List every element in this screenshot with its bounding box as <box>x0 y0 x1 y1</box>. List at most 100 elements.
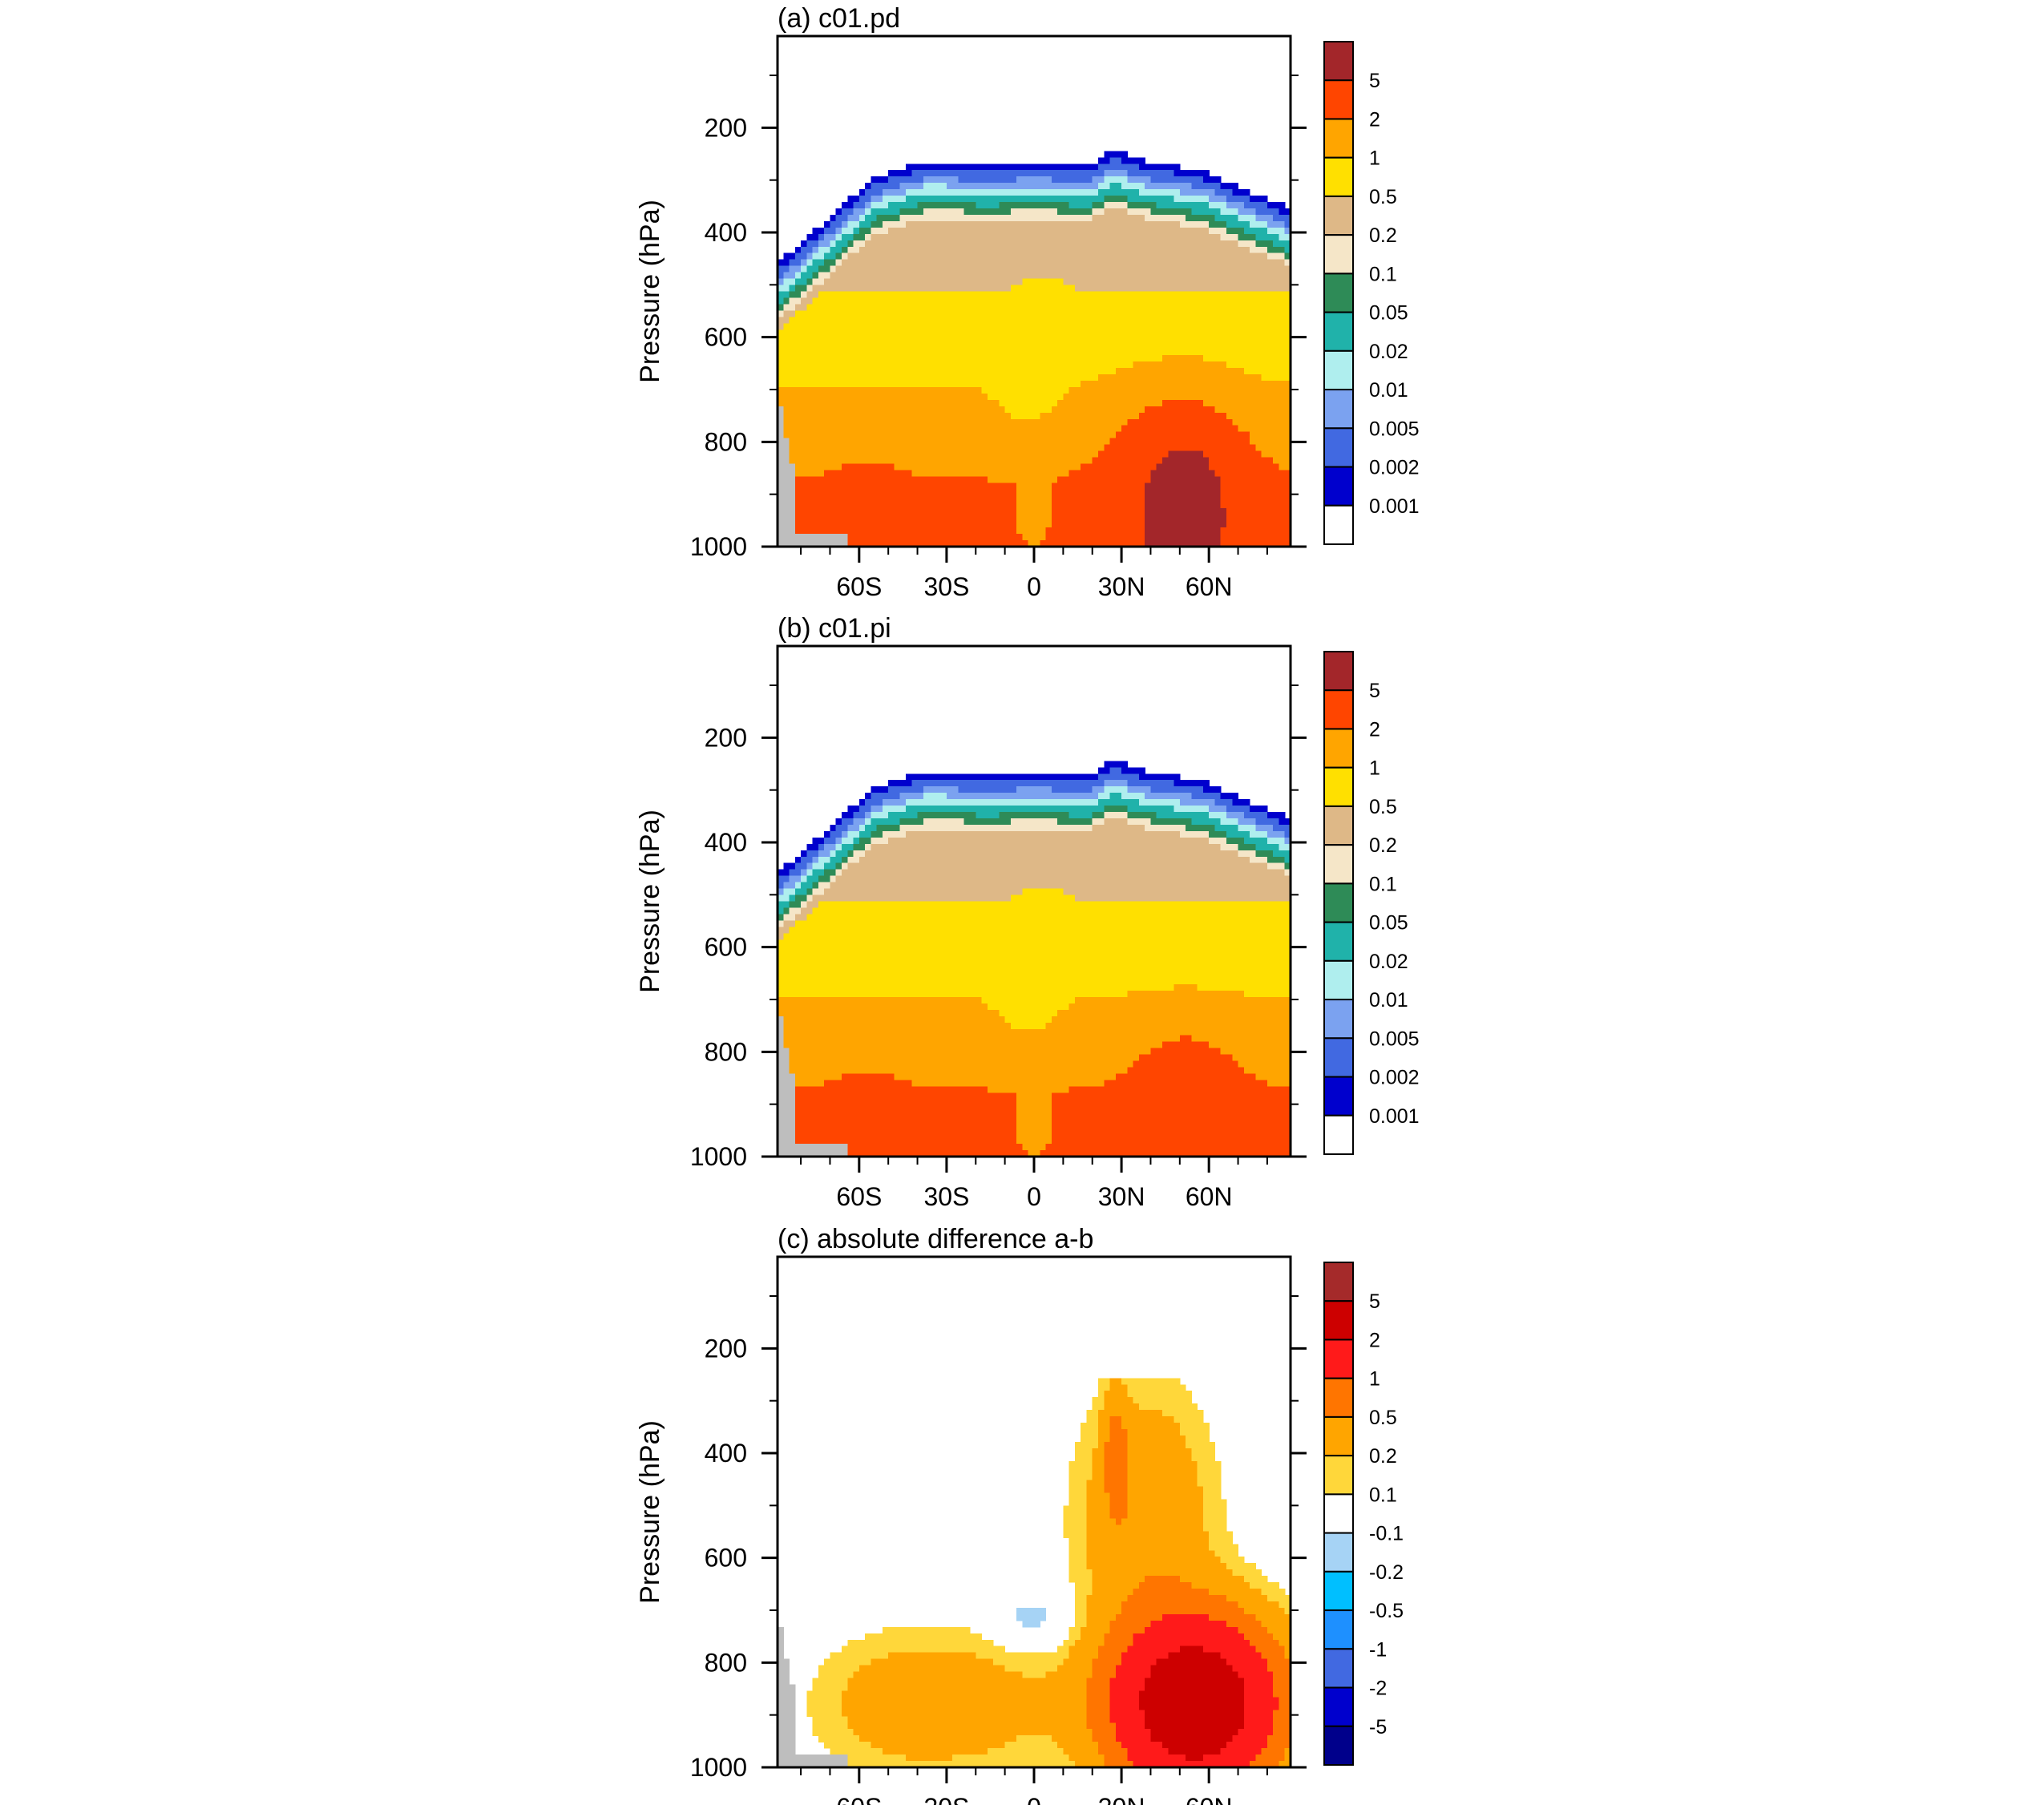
contour-cell <box>1179 425 1186 433</box>
contour-cell <box>963 272 971 280</box>
contour-cell <box>993 176 1000 184</box>
contour-cell <box>888 489 895 496</box>
contour-cell <box>1104 425 1111 433</box>
contour-cell <box>1057 399 1064 407</box>
contour-cell <box>899 285 907 293</box>
contour-cell <box>1086 470 1093 478</box>
contour-cell <box>929 470 935 478</box>
contour-cell <box>1261 374 1268 382</box>
contour-cell <box>899 240 907 248</box>
contour-cell <box>894 534 901 541</box>
contour-cell <box>871 444 878 452</box>
contour-cell <box>1068 259 1076 267</box>
contour-cell <box>818 233 825 241</box>
contour-cell <box>1238 196 1245 203</box>
contour-cell <box>1138 246 1145 254</box>
contour-cell <box>929 240 935 248</box>
contour-cell <box>1168 463 1175 471</box>
contour-cell <box>993 304 1000 311</box>
contour-cell <box>1109 399 1117 407</box>
contour-cell <box>1086 444 1093 452</box>
contour-cell <box>987 164 994 171</box>
contour-cell <box>794 406 802 414</box>
contour-cell <box>1238 489 1245 496</box>
contour-cell <box>794 317 802 324</box>
contour-cell <box>1109 265 1117 273</box>
contour-cell <box>1081 329 1088 337</box>
contour-cell <box>923 368 930 375</box>
contour-cell <box>917 470 924 478</box>
contour-cell <box>812 406 819 414</box>
contour-cell <box>1051 183 1058 190</box>
contour-cell <box>882 252 889 260</box>
contour-cell <box>1115 476 1122 483</box>
contour-cell <box>1133 393 1140 401</box>
contour-cell <box>1045 220 1052 228</box>
contour-cell <box>1255 399 1262 407</box>
contour-cell <box>818 425 825 433</box>
contour-cell <box>963 444 971 452</box>
contour-cell <box>1081 304 1088 311</box>
contour-cell <box>1138 534 1145 541</box>
contour-cell <box>830 438 837 446</box>
contour-cell <box>935 291 942 299</box>
contour-cell <box>806 304 814 311</box>
contour-cell <box>1127 252 1134 260</box>
contour-cell <box>1191 233 1198 241</box>
contour-cell <box>1127 431 1134 439</box>
contour-cell <box>858 540 866 547</box>
contour-cell <box>1138 317 1145 324</box>
contour-cell <box>1133 291 1140 299</box>
contour-cell <box>952 534 959 541</box>
contour-cell <box>1068 540 1076 547</box>
contour-cell <box>1266 342 1274 349</box>
contour-cell <box>1250 438 1256 446</box>
contour-cell <box>1214 208 1222 216</box>
contour-cell <box>1266 457 1274 465</box>
contour-cell <box>842 220 848 228</box>
contour-cell <box>1197 463 1204 471</box>
contour-cell <box>940 406 947 414</box>
contour-cell <box>911 259 919 267</box>
contour-cell <box>1173 361 1181 369</box>
contour-cell <box>1086 406 1093 414</box>
contour-cell <box>1220 246 1227 254</box>
contour-cell <box>906 444 912 452</box>
contour-cell <box>1022 233 1029 241</box>
contour-cell <box>1004 374 1012 382</box>
contour-cell <box>917 489 924 496</box>
contour-cell <box>1051 189 1058 196</box>
contour-cell <box>882 196 889 203</box>
contour-cell <box>1250 342 1256 349</box>
contour-cell <box>987 252 994 260</box>
contour-cell <box>1040 527 1047 535</box>
contour-cell <box>789 483 796 490</box>
contour-cell <box>1266 259 1274 267</box>
contour-cell <box>1273 476 1280 483</box>
contour-cell <box>1156 164 1163 171</box>
contour-cell <box>871 457 878 465</box>
contour-cell <box>1266 425 1274 433</box>
contour-cell <box>1092 285 1099 293</box>
contour-cell <box>894 386 901 394</box>
contour-cell <box>1186 336 1192 343</box>
contour-cell <box>1010 272 1017 280</box>
contour-cell <box>976 349 983 356</box>
contour-cell <box>1250 470 1256 478</box>
contour-cell <box>1168 323 1175 330</box>
contour-cell <box>888 246 895 254</box>
contour-cell <box>1115 323 1122 330</box>
contour-cell <box>1086 425 1093 433</box>
contour-cell <box>1104 310 1111 317</box>
contour-cell <box>911 457 919 465</box>
contour-cell <box>963 406 971 414</box>
contour-cell <box>1127 418 1134 426</box>
contour-cell <box>1202 285 1210 293</box>
contour-cell <box>1243 342 1250 349</box>
contour-cell <box>1202 399 1210 407</box>
contour-cell <box>1214 349 1222 356</box>
contour-cell <box>1173 502 1181 509</box>
contour-cell <box>1273 470 1280 478</box>
contour-cell <box>1168 406 1175 414</box>
contour-cell <box>952 444 959 452</box>
